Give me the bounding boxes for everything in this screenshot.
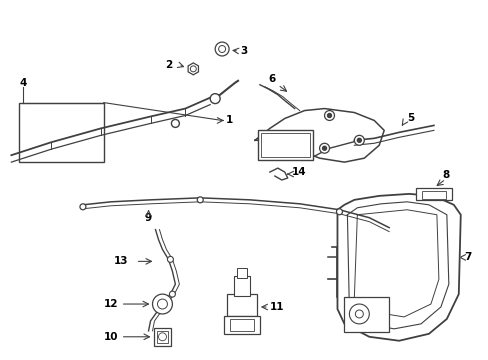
Text: 4: 4 [20, 78, 27, 88]
Circle shape [319, 143, 329, 153]
Circle shape [152, 294, 172, 314]
Text: 2: 2 [164, 60, 172, 70]
Bar [415, 188, 451, 200]
Bar [156, 331, 168, 343]
Circle shape [157, 299, 167, 309]
Polygon shape [337, 194, 460, 341]
Text: 14: 14 [291, 167, 305, 177]
Text: 10: 10 [104, 332, 119, 342]
Circle shape [210, 94, 220, 104]
Circle shape [167, 256, 173, 262]
Text: 6: 6 [268, 74, 275, 84]
Text: 5: 5 [406, 113, 413, 123]
Bar [230, 319, 253, 331]
Circle shape [80, 204, 86, 210]
Bar [261, 133, 309, 157]
Circle shape [336, 209, 342, 215]
Circle shape [169, 291, 175, 297]
Circle shape [190, 66, 196, 72]
Bar [153, 328, 171, 346]
Text: 7: 7 [464, 252, 471, 262]
Text: 1: 1 [225, 116, 233, 126]
Circle shape [218, 46, 225, 53]
Circle shape [354, 135, 364, 145]
Text: 13: 13 [114, 256, 128, 266]
Circle shape [215, 42, 228, 56]
Text: 9: 9 [144, 213, 152, 223]
Circle shape [349, 304, 368, 324]
Circle shape [355, 310, 363, 318]
Circle shape [327, 113, 331, 117]
Bar [224, 316, 260, 334]
Bar [421, 191, 445, 199]
Text: 3: 3 [240, 46, 247, 56]
Bar [226, 294, 256, 316]
Bar [257, 130, 312, 160]
Bar [234, 276, 249, 296]
Bar [19, 103, 103, 162]
Bar [237, 268, 246, 278]
Circle shape [158, 333, 166, 341]
Text: 11: 11 [269, 302, 284, 312]
Circle shape [324, 111, 334, 121]
Text: 8: 8 [441, 170, 448, 180]
Circle shape [357, 138, 361, 142]
Bar [344, 297, 388, 332]
Circle shape [171, 120, 179, 127]
Circle shape [197, 197, 203, 203]
Circle shape [322, 146, 326, 150]
Text: 12: 12 [104, 299, 119, 309]
